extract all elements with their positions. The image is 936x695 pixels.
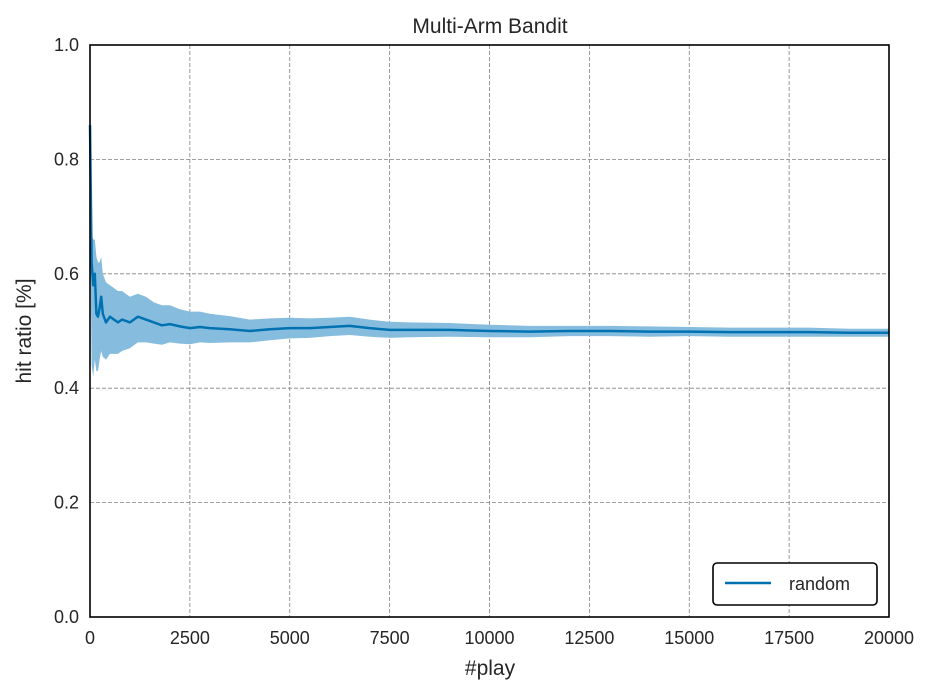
y-tick-label: 0.0 (54, 607, 79, 627)
x-tick-label: 12500 (564, 628, 614, 648)
x-tick-label: 7500 (370, 628, 410, 648)
chart-title: Multi-Arm Bandit (412, 15, 567, 38)
y-tick-label: 0.8 (54, 149, 79, 169)
series-line-random (88, 125, 889, 334)
x-tick-label: 0 (85, 628, 95, 648)
legend-label-random: random (789, 574, 850, 594)
x-axis-label: #play (465, 657, 516, 680)
y-tick-label: 1.0 (54, 35, 79, 55)
y-tick-labels: 0.0 0.2 0.4 0.6 0.8 1.0 (54, 35, 79, 627)
y-axis-label: hit ratio [%] (13, 278, 36, 383)
x-tick-labels: 0 2500 5000 7500 10000 12500 15000 17500 20000 (85, 628, 914, 648)
y-tick-label: 0.4 (54, 378, 79, 398)
y-tick-label: 0.2 (54, 493, 79, 513)
series-line-layer (88, 125, 889, 334)
y-tick-label: 0.6 (54, 264, 79, 284)
plot-frame (89, 44, 890, 618)
x-tick-label: 10000 (464, 628, 514, 648)
x-tick-label: 20000 (864, 628, 914, 648)
x-tick-label: 15000 (664, 628, 714, 648)
legend-box (712, 562, 878, 606)
x-tick-label: 5000 (270, 628, 310, 648)
x-tick-label: 2500 (170, 628, 210, 648)
x-tick-label: 17500 (764, 628, 814, 648)
legend: random (712, 562, 878, 606)
